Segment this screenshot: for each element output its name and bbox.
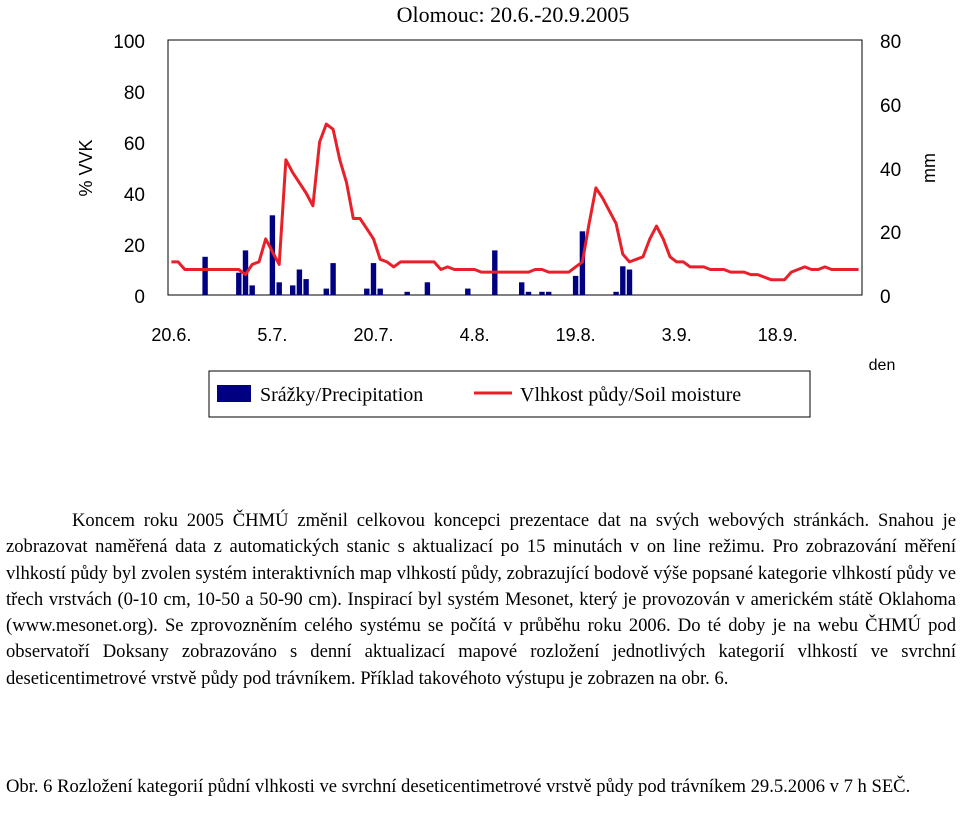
chart-title: Olomouc: 20.6.-20.9.2005 [397,2,630,27]
legend-swatch-precipitation [217,385,251,402]
precipitation-bar [290,285,296,295]
precipitation-bar [539,291,545,295]
x-tick-label: 20.7. [353,325,393,345]
x-axis-label: den [869,357,896,374]
precipitation-bar [296,269,303,295]
figure-caption: Obr. 6 Rozložení kategorií půdní vlhkost… [6,776,911,797]
precipitation-bar [620,266,626,295]
y-left-tick: 20 [124,236,145,257]
precipitation-bar [330,263,336,295]
precipitation-bar [546,291,552,295]
precipitation-bar [323,288,329,295]
y-left-tick: 40 [124,185,145,206]
x-tick-label: 3.9. [662,325,692,345]
chart: Olomouc: 20.6.-20.9.2005 100 80 60 40 20… [76,2,939,418]
precipitation-bar [519,282,525,296]
legend-label-soil-moisture: Vlhkost půdy/Soil moisture [520,384,741,406]
body-paragraph: Koncem roku 2005 ČHMÚ změnil celkovou ko… [6,510,956,689]
y-right-tick: 0 [880,287,891,308]
precipitation-bar [465,288,471,295]
precipitation-bar [613,291,619,295]
precipitation-bar [249,285,255,295]
precipitation-bars [202,215,633,296]
legend: Srážky/Precipitation Vlhkost půdy/Soil m… [208,370,811,418]
legend-label-precipitation: Srážky/Precipitation [260,384,423,406]
precipitation-bar [202,256,208,296]
precipitation-bar [572,275,579,295]
y-left-axis-label: % VVK [76,139,96,196]
x-tick-label: 19.8. [556,325,596,345]
y-right-tick: 20 [880,223,901,244]
y-right-axis-label: mm [919,153,939,183]
x-tick-label: 4.8. [460,325,490,345]
y-left-tick: 0 [134,287,145,308]
y-right-tick: 60 [880,96,901,117]
x-tick-label: 20.6. [151,325,191,345]
precipitation-bar [303,279,309,295]
precipitation-bar [525,291,532,295]
y-left-ticks: 100 80 60 40 20 0 [113,32,145,308]
precipitation-bar [236,272,242,295]
y-left-tick: 80 [124,83,145,104]
x-tick-label: 5.7. [257,325,287,345]
x-tick-label: 18.9. [758,325,798,345]
plot-frame [167,39,863,296]
y-right-tick: 40 [880,160,901,181]
x-ticks: 20.6. 5.7. 20.7. 4.8. 19.8. 3.9. 18.9. [151,325,797,345]
precipitation-bar [626,269,633,295]
precipitation-bar [276,282,282,296]
y-right-ticks: 80 60 40 20 0 [880,32,901,308]
y-left-tick: 100 [113,32,145,53]
precipitation-bar [364,288,370,295]
y-left-tick: 60 [124,134,145,155]
precipitation-bar [404,291,410,295]
precipitation-bar [377,288,383,295]
precipitation-bar [370,263,377,295]
y-right-tick: 80 [880,32,901,53]
soil-moisture-line [171,122,859,282]
precipitation-bar [424,282,431,296]
precipitation-bar [269,215,276,295]
body-text: Koncem roku 2005 ČHMÚ změnil celkovou ko… [6,508,956,692]
